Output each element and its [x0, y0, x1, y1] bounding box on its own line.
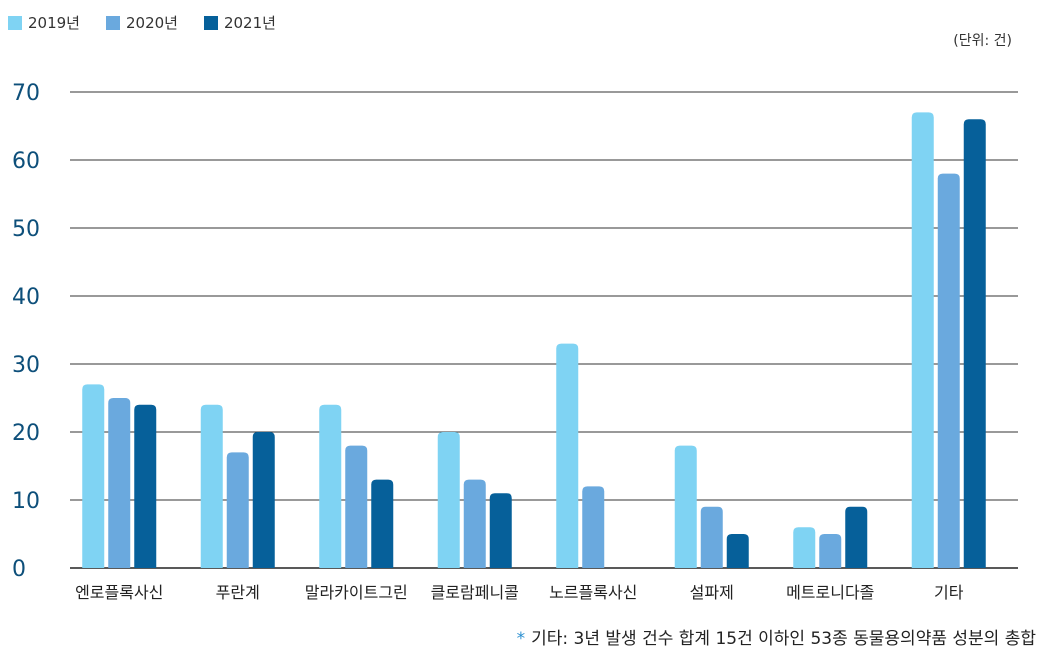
bar-1-1 [226, 452, 249, 568]
bar-1-4 [582, 486, 605, 568]
bar-2-0 [134, 404, 157, 568]
bar-0-6 [793, 527, 816, 568]
bar-1-0 [108, 398, 131, 568]
bar-0-2 [319, 404, 342, 568]
bar-chart: 0 10 20 30 40 50 60 70 엔로플록사신 푸란계 말라카이트그린 클로람페니콜 노르플… [12, 81, 1018, 602]
legend-item-2019: 2019년 [8, 12, 80, 33]
footnote: * 기타: 3년 발생 건수 합계 15건 이하인 53종 동물용의약품 성분의 … [517, 624, 1036, 649]
bar-1-3 [463, 479, 486, 568]
legend-label-2020: 2020년 [125, 14, 178, 32]
bar-1-7 [937, 173, 960, 568]
legend-swatch-2020 [105, 15, 120, 30]
y-tick-label-10: 10 [12, 489, 40, 514]
legend-item-2021: 2021년 [203, 12, 276, 33]
legend-label-2019: 2019년 [28, 14, 80, 32]
x-tick-label-2: 말라카이트그린 [305, 583, 408, 602]
y-tick-label-0: 0 [12, 557, 26, 582]
legend-item-2020: 2020년 [105, 12, 178, 33]
bar-1-6 [819, 534, 842, 568]
bar-2-5 [726, 534, 749, 568]
legend-swatch-2019 [8, 15, 22, 30]
bar-1-2 [345, 445, 368, 568]
legend: 2019년 2020년 2021년 [8, 12, 276, 33]
bar-0-5 [674, 445, 697, 568]
bar-0-1 [200, 404, 223, 568]
bar-2-3 [489, 493, 512, 568]
x-tick-label-0: 엔로플록사신 [75, 583, 163, 602]
x-tick-label-5: 설파제 [690, 583, 734, 602]
x-tick-label-1: 푸란계 [216, 583, 260, 602]
y-tick-label-20: 20 [12, 421, 40, 446]
y-tick-label-40: 40 [12, 285, 40, 310]
footnote-text: 기타: 3년 발생 건수 합계 15건 이하인 53종 동물용의약품 성분의 총… [531, 629, 1036, 649]
y-tick-label-70: 70 [12, 81, 40, 106]
y-tick-label-60: 60 [12, 149, 40, 174]
footnote-asterisk: * [516, 629, 526, 649]
y-tick-label-30: 30 [12, 353, 40, 378]
bar-2-1 [252, 432, 275, 568]
bar-1-5 [700, 506, 723, 568]
bar-0-0 [82, 384, 105, 568]
bar-0-7 [911, 112, 934, 569]
bar-0-3 [437, 432, 460, 568]
bar-2-6 [845, 506, 868, 568]
x-tick-label-4: 노르플록사신 [549, 583, 637, 602]
y-tick-label-50: 50 [12, 217, 40, 242]
x-tick-label-7: 기타 [934, 583, 964, 602]
bar-2-7 [963, 119, 986, 568]
x-tick-label-6: 메트로니다졸 [786, 583, 874, 602]
bar-0-4 [556, 343, 579, 568]
unit-label: (단위: 건) [953, 33, 1012, 49]
x-tick-label-3: 클로람페니콜 [431, 583, 519, 602]
bar-2-2 [371, 479, 394, 568]
legend-swatch-2021 [203, 15, 218, 30]
legend-label-2021: 2021년 [223, 14, 276, 32]
